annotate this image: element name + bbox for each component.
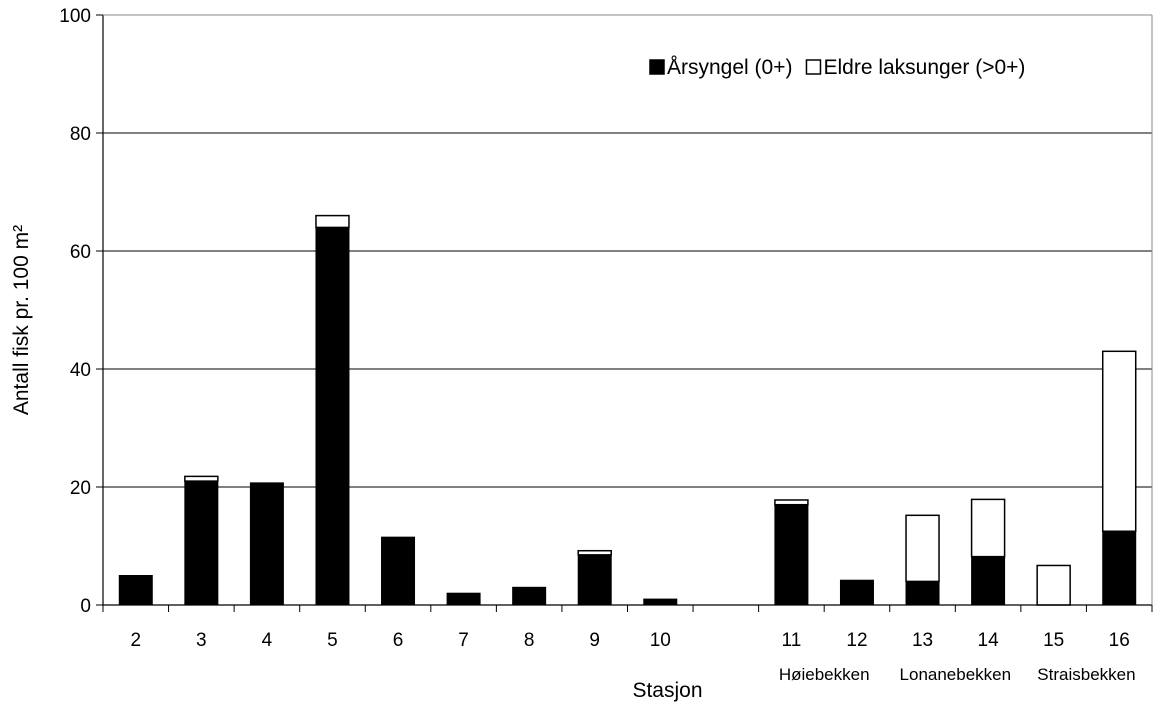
x-tick-label: 8	[524, 630, 535, 651]
bar-eldre-16	[1101, 350, 1137, 532]
x-tick-label: 14	[978, 630, 1000, 651]
x-tick-label: 15	[1043, 630, 1064, 651]
x-tick-labels: 2 3 4 5 6 7 8 9 10 11 Høiebekken 12 13 Lonanebekken 14…	[130, 630, 1135, 684]
x-tick-label: 9	[589, 630, 600, 651]
x-tick-label: 13	[912, 630, 933, 651]
x-tick-label: 16	[1109, 630, 1130, 651]
bar-eldre-15	[1036, 564, 1071, 606]
x-tick-label: 12	[846, 630, 867, 651]
y-tick-label: 20	[70, 478, 91, 499]
x-tick-label: 6	[393, 630, 404, 651]
bar-eldre-11	[774, 499, 809, 506]
bar-arsyngel-6	[381, 536, 416, 606]
legend-label-0: Årsyngel (0+)	[667, 56, 792, 79]
x-tick-label: 11	[782, 630, 802, 651]
bar-arsyngel-14	[971, 556, 1006, 606]
y-tick-label: 40	[70, 360, 91, 381]
x-tick-label: 3	[196, 630, 207, 651]
x-sublabel: Lonanebekken	[900, 665, 1012, 684]
legend-swatch-1	[805, 59, 822, 75]
bar-eldre-5	[315, 214, 350, 229]
bars	[118, 214, 1137, 606]
y-tick-labels: 0 20 40 60 80 100	[59, 6, 91, 617]
bar-arsyngel-4	[249, 482, 284, 606]
legend-swatch-0	[649, 59, 665, 75]
bar-eldre-13	[905, 514, 940, 583]
y-tick-label: 0	[80, 596, 91, 617]
legend: Årsyngel (0+) Eldre laksunger (>0+)	[649, 56, 1025, 79]
x-tick-label: 4	[262, 630, 273, 651]
axes	[96, 14, 1153, 612]
bar-arsyngel-13	[905, 580, 940, 606]
y-tick-label: 100	[59, 6, 91, 27]
bar-arsyngel-16	[1102, 530, 1137, 606]
legend-label-1: Eldre laksunger (>0+)	[823, 56, 1025, 79]
x-tick-label: 7	[458, 630, 469, 651]
x-tick-label: 5	[327, 630, 338, 651]
x-tick-label: 2	[130, 630, 141, 651]
bar-arsyngel-8	[512, 586, 547, 606]
bar-eldre-14	[970, 498, 1006, 558]
bar-arsyngel-12	[839, 579, 874, 606]
y-tick-label: 60	[70, 242, 91, 263]
y-tick-label: 80	[70, 124, 91, 145]
bar-eldre-9	[577, 549, 612, 556]
y-axis-title: Antall fisk pr. 100 m²	[10, 225, 33, 415]
bar-eldre-3	[184, 475, 219, 482]
x-sublabel: Straisbekken	[1037, 665, 1135, 684]
x-tick-label: 10	[650, 630, 671, 651]
gridlines	[103, 14, 1152, 488]
bar-arsyngel-3	[184, 480, 219, 606]
bar-arsyngel-9	[577, 554, 612, 606]
bar-arsyngel-11	[774, 504, 809, 606]
x-sublabel: Høiebekken	[779, 665, 870, 684]
bar-arsyngel-7	[446, 592, 481, 606]
bar-arsyngel-2	[118, 575, 153, 606]
x-axis-title: Stasjon	[632, 679, 702, 702]
bar-arsyngel-5	[315, 226, 350, 606]
bar-arsyngel-10	[643, 598, 678, 606]
